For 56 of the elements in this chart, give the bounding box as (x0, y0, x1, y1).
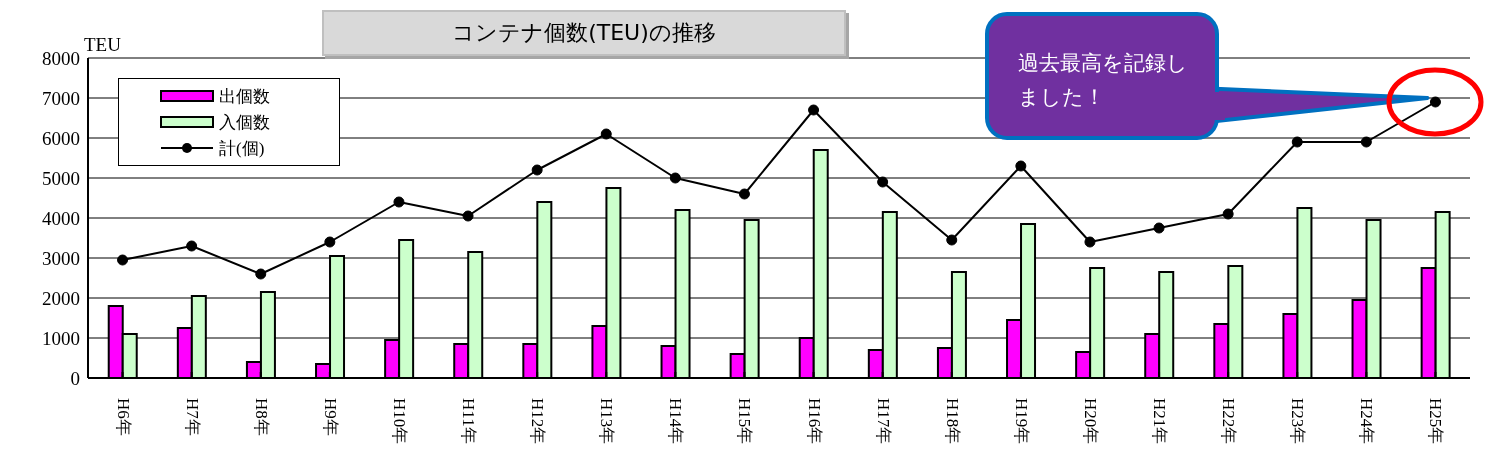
x-tick-label: H16年 (804, 398, 824, 445)
point (1291, 136, 1303, 148)
x-tick-label: H21年 (1150, 398, 1170, 445)
x-tick-label: H13年 (597, 398, 617, 445)
x-tick-label: H20年 (1080, 398, 1100, 445)
x-tick-label: H23年 (1288, 398, 1308, 445)
point (1360, 136, 1372, 148)
x-tick-label: H15年 (735, 398, 755, 445)
point (1084, 236, 1096, 248)
point (393, 196, 405, 208)
y-tick-label: 1000 (42, 327, 80, 349)
point (1222, 208, 1234, 220)
y-tick-label: 5000 (42, 167, 80, 189)
point (877, 176, 889, 188)
x-tick-label: H17年 (873, 398, 893, 445)
point (1015, 160, 1027, 172)
annotation: 過去最高を記録しました！ (1018, 50, 1189, 111)
point (117, 254, 129, 266)
x-tick-label: H9年 (320, 398, 340, 436)
x-tick-label: H8年 (251, 398, 271, 436)
y-tick-label: 3000 (42, 247, 80, 269)
x-tick-label: H7年 (182, 398, 202, 436)
point (808, 104, 820, 116)
x-tick-label: H25年 (1426, 398, 1446, 445)
x-tick-label: H22年 (1219, 398, 1239, 445)
point (324, 236, 336, 248)
point (255, 268, 267, 280)
point (531, 164, 543, 176)
x-tick-label: H19年 (1011, 398, 1031, 445)
y-tick-label: 8000 (42, 47, 80, 69)
chart-title: コンテナ個数(TEU)の推移 (322, 10, 846, 56)
point (1153, 222, 1165, 234)
x-tick-label: H6年 (113, 398, 133, 436)
point (738, 188, 750, 200)
point (946, 234, 958, 246)
legend-label: 入個数 (219, 111, 270, 134)
y-tick-label: 6000 (42, 127, 80, 149)
legend-label: 計(個) (219, 137, 265, 160)
y-axis-title: TEU (84, 34, 121, 56)
point (600, 128, 612, 140)
y-tick-label: 7000 (42, 87, 80, 109)
point (1429, 96, 1441, 108)
point (462, 210, 474, 222)
legend-label: 出個数 (219, 85, 270, 108)
point (186, 240, 198, 252)
x-tick-label: H11年 (459, 398, 479, 444)
x-tick-label: H18年 (942, 398, 962, 445)
x-tick-label: H12年 (528, 398, 548, 445)
speech-bubble: 過去最高を記録しました！ (983, 8, 1432, 142)
x-tick-label: H24年 (1357, 398, 1377, 445)
x-tick-label: H14年 (666, 398, 686, 445)
y-tick-label: 4000 (42, 207, 80, 229)
point (669, 172, 681, 184)
y-tick-label: 0 (70, 367, 80, 389)
x-tick-label: H10年 (389, 398, 409, 445)
y-tick-label: 2000 (42, 287, 80, 309)
